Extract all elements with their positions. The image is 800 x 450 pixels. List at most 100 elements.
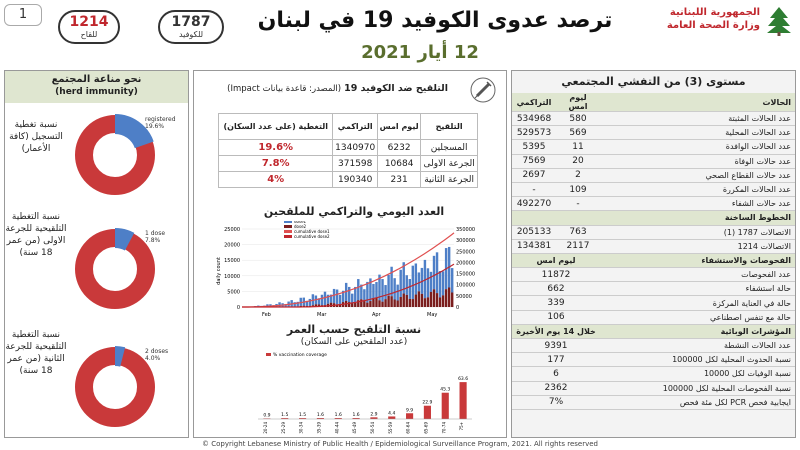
- vaccination-hotline-pill: 1214 للقاح: [58, 10, 120, 44]
- daily-dose2-bar: [317, 304, 321, 307]
- age-coverage-bar: [316, 418, 324, 419]
- row-label: عدد حالات الوفاة: [600, 154, 795, 169]
- vaccination-table-header: التلقيح ليوم امس التراكمي التغطية (على ع…: [217, 113, 478, 140]
- row-value: 339: [512, 295, 600, 311]
- daily-dose1-bar: [360, 284, 363, 300]
- row-yesterday: 2117: [556, 239, 600, 254]
- daily-dose2-bar: [426, 297, 430, 307]
- daily-dose2-bar: [348, 302, 351, 307]
- x-tick-label: 40-44: [334, 422, 339, 434]
- cumulative-dose2-line: [242, 263, 455, 308]
- legend-swatch: [284, 225, 292, 228]
- daily-dose2-bar: [372, 297, 375, 307]
- daily-dose2-bar: [414, 294, 418, 307]
- daily-dose1-bar: [402, 262, 405, 294]
- daily-dose1-bar: [435, 252, 439, 294]
- community-spread-panel: مستوى (3) من التفشي المجتمعي الحالات ليو…: [511, 70, 796, 438]
- table-row: نسبة الوفيات لكل 10000 6: [512, 366, 795, 382]
- age-coverage-bar: [352, 418, 360, 419]
- donut-legend-name: 2 doses: [145, 348, 168, 355]
- vaccine-syringe-icon: [470, 77, 496, 103]
- daily-dose1-bar: [378, 274, 381, 301]
- row-label: الاتصالات 1787 (1): [600, 225, 795, 240]
- legend-swatch: [284, 235, 292, 238]
- legend-swatch: [284, 230, 292, 233]
- table-row: عدد الحالات المكررة 109-: [512, 182, 795, 198]
- y2-tick-label: 0: [456, 305, 459, 311]
- donut-legend-value: 4.0%: [145, 355, 161, 362]
- daily-dose1-bar: [293, 302, 296, 307]
- table-row: عدد الحالات النشطة 9391: [512, 338, 795, 354]
- table-row: الاتصالات 1214 2117 134381: [512, 239, 795, 254]
- daily-dose1-bar: [351, 293, 354, 304]
- daily-dose2-bar: [444, 289, 448, 307]
- row-cumulative: 7569: [512, 154, 556, 169]
- legend-swatch: [266, 353, 271, 356]
- donut-legend-name: 1 dose: [145, 230, 165, 237]
- x-tick-label: 35-39: [316, 422, 321, 434]
- row-yesterday: -: [556, 196, 600, 212]
- age-coverage-chart: % vaccination coverage 0.9 20-24 1.5 25-29 1.…: [258, 352, 472, 434]
- row-label: عدد حالات القطاع الصحي: [600, 168, 795, 183]
- daily-dose1-bar: [441, 271, 445, 296]
- table-row: عدد الفحوصات 11872: [512, 267, 795, 283]
- daily-dose2-bar: [405, 294, 408, 307]
- bar-value-label: 1.5: [281, 412, 288, 418]
- daily-dose2-bar: [417, 291, 421, 307]
- y2-tick-label: 250000: [456, 249, 475, 255]
- row-label: الاتصالات 1214: [600, 239, 795, 254]
- donut-legend-name: registered: [145, 116, 176, 123]
- daily-dose2-bar: [411, 299, 415, 307]
- table-row: عدد حالات القطاع الصحي 2 2697: [512, 168, 795, 183]
- daily-dose2-bar: [432, 289, 436, 307]
- bar-value-label: 1.6: [335, 412, 342, 418]
- y-tick-label: 15000: [224, 258, 240, 264]
- row-label: حالة مع تنفس اصطناعي: [600, 310, 795, 325]
- daily-dose2-bar: [366, 302, 369, 307]
- table-row: الجرعة الثانية 231 190340 4%: [217, 171, 478, 188]
- row-label: عدد الفحوصات: [600, 267, 795, 283]
- age-coverage-bar: [370, 417, 378, 419]
- row-cumulative: 534968: [512, 111, 556, 127]
- bar-value-label: 2.9: [370, 411, 377, 417]
- ministry-line-2: وزارة الصحة العامة: [666, 20, 760, 31]
- bar-value-label: 63.6: [458, 376, 468, 382]
- table-row: ايجابية فحص PCR لكل مئة فحص 7%: [512, 395, 795, 410]
- y2-tick-label: 150000: [456, 272, 475, 278]
- bar-value-label: 22.9: [422, 400, 432, 406]
- daily-dose1-bar: [372, 284, 375, 298]
- age-coverage-bar: [459, 382, 467, 419]
- row-value: 106: [512, 310, 600, 325]
- page-number: 1: [4, 4, 42, 26]
- table-row: عدد الحالات المحلية 569 529573: [512, 125, 795, 141]
- ministry-line-1: الجمهورية اللبنانية: [669, 7, 760, 18]
- daily-dose2-bar: [390, 296, 393, 307]
- row-label: عدد الحالات النشطة: [600, 338, 795, 354]
- row-yesterday: 580: [556, 111, 600, 127]
- row-yesterday: 6232: [376, 139, 422, 156]
- legend-label: dose1: [294, 221, 307, 224]
- daily-dose2-bar: [369, 301, 372, 307]
- daily-cumulative-chart-title: العدد اليومي والتراكمي للملقحين: [263, 205, 445, 218]
- row-yesterday: 2: [556, 168, 600, 183]
- daily-dose2-bar: [387, 295, 390, 307]
- row-label: عدد الحالات المثبتة: [600, 111, 795, 127]
- y-tick-label: 10000: [224, 274, 240, 280]
- tests-header-row: الفحوصات والاستشفاء ليوم امس: [512, 253, 795, 269]
- x-tick-label: 20-24: [263, 422, 268, 434]
- col-cumulative: التراكمي: [332, 113, 378, 140]
- daily-dose1-bar: [429, 271, 433, 292]
- row-cumulative: 2697: [512, 168, 556, 183]
- donut-legend-value: 19.6%: [145, 123, 164, 130]
- legend-label: cumulative dose2: [294, 234, 330, 239]
- row-label: حالة في العناية المركزة: [600, 295, 795, 311]
- daily-dose2-bar: [363, 301, 366, 307]
- row-value: 2362: [512, 381, 600, 396]
- age-coverage-bar: [281, 418, 289, 419]
- legend-label: cumulative dose1: [294, 229, 330, 234]
- daily-dose2-bar: [329, 302, 333, 307]
- tests-header-col: ليوم امس: [512, 253, 600, 269]
- age-coverage-bar: [299, 418, 307, 419]
- daily-dose1-bar: [381, 279, 384, 302]
